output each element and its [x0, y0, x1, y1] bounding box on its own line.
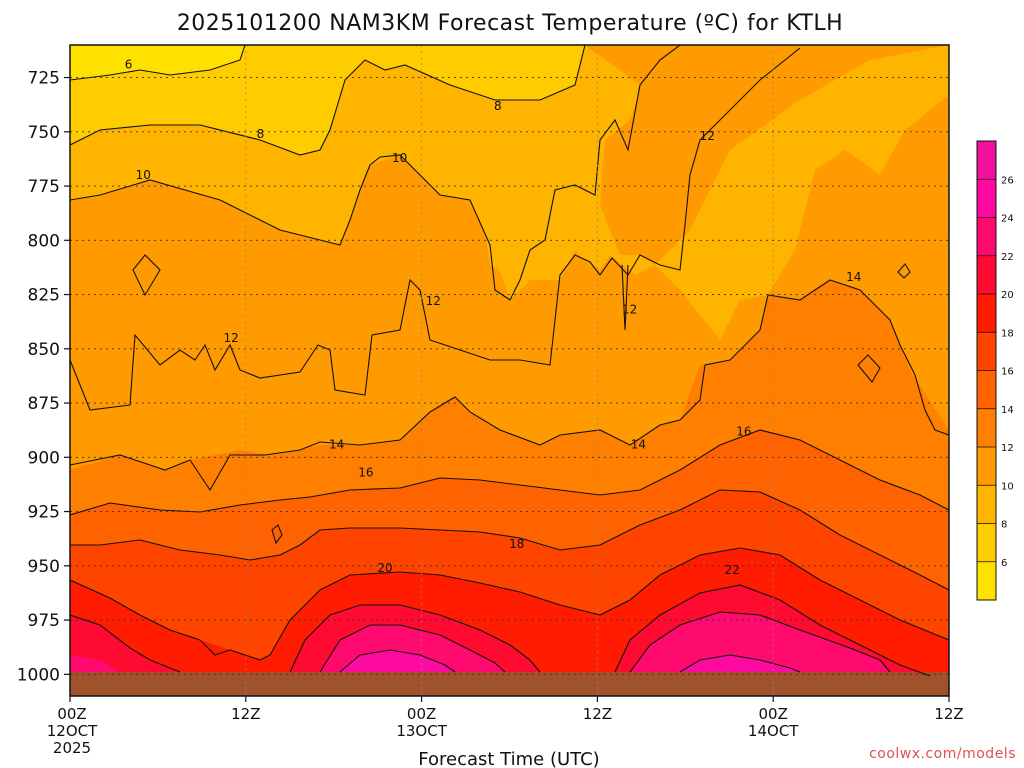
colorbar-segment	[977, 485, 996, 524]
contour-label: 22	[725, 563, 740, 577]
y-tick-label: 725	[28, 69, 60, 89]
x-tick-label: 2025	[53, 739, 91, 757]
y-tick-label: 950	[28, 557, 60, 577]
band-8	[70, 45, 585, 155]
y-axis: 725 750 775 800 825 850 875 900 925 950 975 1000	[17, 69, 70, 685]
y-tick-label: 800	[28, 231, 60, 251]
contour-label: 6	[125, 58, 133, 72]
contour-label: 10	[136, 168, 151, 182]
colorbar-label: 16	[1001, 367, 1014, 378]
plot-frame	[69, 44, 950, 697]
colorbar-label: 20	[1001, 290, 1014, 301]
contour-label: 18	[509, 537, 524, 551]
x-axis-label: Forecast Time (UTC)	[418, 749, 599, 768]
colorbar-segment	[977, 217, 996, 257]
x-tick-label: 12Z	[583, 705, 612, 723]
band-6	[70, 45, 245, 80]
y-tick-label: 850	[28, 340, 60, 360]
y-tick-label: 775	[28, 177, 60, 197]
y-tick-label: 875	[28, 394, 60, 414]
band-26	[340, 650, 800, 672]
ground-shading	[70, 676, 949, 696]
contour-label: 14	[631, 437, 646, 451]
colorbar-segment	[977, 523, 996, 563]
x-tick-label: 00Z	[57, 705, 86, 723]
colorbar-segment	[977, 179, 996, 218]
colorbar-segment	[977, 141, 996, 180]
colorbar-label: 10	[1001, 481, 1014, 492]
x-tick-label: 00Z	[407, 705, 436, 723]
y-tick-label: 975	[28, 611, 60, 631]
colorbar-segment	[977, 447, 996, 486]
colorbar-segment	[977, 370, 996, 410]
contour-label: 12	[700, 129, 715, 143]
contour-label: 16	[736, 424, 751, 438]
y-tick-label: 750	[28, 123, 60, 143]
contour-label: 12	[622, 303, 637, 317]
colorbar-label: 24	[1001, 214, 1014, 225]
temperature-field	[70, 45, 949, 696]
x-tick-label: 12OCT	[47, 722, 98, 740]
x-tick-label: 12Z	[231, 705, 260, 723]
colorbar-segment	[977, 561, 996, 601]
ground-shading	[70, 672, 949, 678]
contour-lines	[70, 45, 949, 677]
contour-label: 14	[329, 437, 344, 451]
colorbar-label: 6	[1001, 558, 1007, 569]
colorbar-segment	[977, 332, 996, 371]
colorbar-label: 12	[1001, 443, 1014, 454]
colorbar-label: 8	[1001, 520, 1007, 531]
y-tick-label: 825	[28, 286, 60, 306]
contour-label: 12	[224, 331, 239, 345]
x-tick-label: 13OCT	[396, 722, 447, 740]
colorbar-segment	[977, 255, 996, 295]
band-24	[70, 612, 890, 676]
colorbar-label: 22	[1001, 252, 1014, 263]
contour-label: 12	[426, 294, 441, 308]
grid-lines	[70, 45, 949, 696]
colorbar-segment	[977, 408, 996, 448]
y-tick-label: 925	[28, 503, 60, 523]
contour-label: 10	[392, 151, 407, 165]
y-tick-label: 1000	[17, 665, 60, 685]
colorbar-label: 14	[1001, 405, 1014, 416]
contour-labels: 6 8 8 10 10 12 12 12 12 14 14 14 16 16 18 20 22	[125, 58, 862, 578]
colorbar: 6 8 10 12 14 16 18 20 22 24 26	[976, 140, 1014, 601]
contour-label: 16	[358, 465, 373, 479]
colorbar-label: 18	[1001, 328, 1014, 339]
contour-label: 8	[257, 127, 265, 141]
colorbar-label: 26	[1001, 175, 1014, 186]
credit-text: coolwx.com/models	[869, 746, 1016, 762]
colorbar-segment	[977, 294, 996, 333]
contour-label: 8	[494, 99, 502, 113]
contour-label: 20	[377, 561, 392, 575]
contour-label: 14	[846, 270, 861, 284]
x-tick-label: 14OCT	[748, 722, 799, 740]
x-tick-label: 12Z	[934, 705, 963, 723]
y-tick-label: 900	[28, 448, 60, 468]
x-tick-label: 00Z	[759, 705, 788, 723]
chart-title: 2025101200 NAM3KM Forecast Temperature (…	[177, 11, 843, 36]
